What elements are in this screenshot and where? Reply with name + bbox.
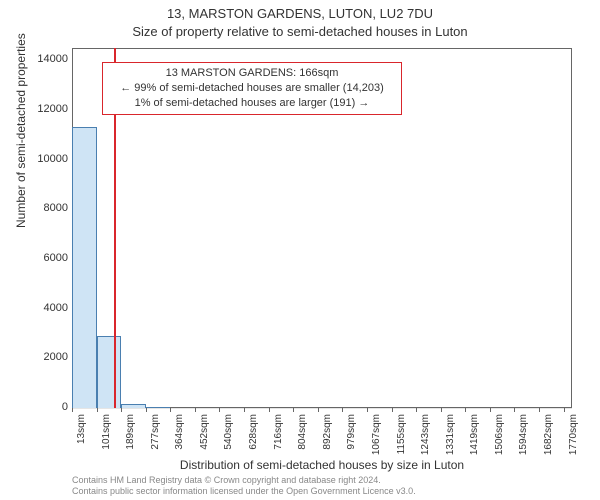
histogram-bar [97,336,122,408]
y-tick-label: 8000 [8,202,68,214]
x-tick-label: 979sqm [346,414,357,464]
y-tick-label: 10000 [8,153,68,165]
y-tick-label: 0 [8,401,68,413]
histogram-bar [72,127,97,408]
callout-larger: 1% of semi-detached houses are larger (1… [109,96,395,111]
x-tick-label: 1331sqm [445,414,456,464]
x-tick [72,408,73,412]
x-tick [97,408,98,412]
x-tick [269,408,270,412]
x-tick [465,408,466,412]
gridline [72,408,572,409]
x-tick [170,408,171,412]
x-tick [416,408,417,412]
marker-callout: 13 MARSTON GARDENS: 166sqm ← 99% of semi… [102,62,402,115]
x-tick [219,408,220,412]
x-tick-label: 101sqm [101,414,112,464]
footer-attribution: Contains HM Land Registry data © Crown c… [72,475,416,497]
axis-line-top [72,48,572,49]
x-tick-label: 1419sqm [469,414,480,464]
histogram-bar [146,407,170,408]
y-tick-label: 14000 [8,53,68,65]
x-tick [318,408,319,412]
x-tick [539,408,540,412]
x-tick-label: 13sqm [76,414,87,464]
x-tick-label: 452sqm [199,414,210,464]
x-tick-label: 189sqm [125,414,136,464]
x-tick-label: 716sqm [273,414,284,464]
x-tick-label: 1506sqm [494,414,505,464]
x-tick-label: 1594sqm [518,414,529,464]
chart-container: 13, MARSTON GARDENS, LUTON, LU2 7DU Size… [0,0,600,500]
y-tick-label: 2000 [8,351,68,363]
x-axis-title: Distribution of semi-detached houses by … [72,458,572,472]
x-tick [514,408,515,412]
x-tick-label: 628sqm [248,414,259,464]
x-tick [121,408,122,412]
y-tick-label: 4000 [8,302,68,314]
histogram-bar [121,404,146,408]
chart-title-address: 13, MARSTON GARDENS, LUTON, LU2 7DU [0,6,600,21]
axis-line-right [571,48,572,408]
x-tick [367,408,368,412]
x-tick-label: 1243sqm [420,414,431,464]
x-tick [342,408,343,412]
y-tick-label: 12000 [8,103,68,115]
x-tick [195,408,196,412]
x-tick [564,408,565,412]
footer-line2: Contains public sector information licen… [72,486,416,497]
chart-title-subtitle: Size of property relative to semi-detach… [0,24,600,39]
plot-area: 02000400060008000100001200014000 13 MARS… [72,48,572,408]
x-tick [392,408,393,412]
x-tick [146,408,147,412]
footer-line1: Contains HM Land Registry data © Crown c… [72,475,416,486]
x-tick-label: 364sqm [174,414,185,464]
x-tick-label: 1067sqm [371,414,382,464]
x-tick-label: 277sqm [150,414,161,464]
x-tick-label: 1770sqm [568,414,579,464]
x-tick [490,408,491,412]
x-tick [244,408,245,412]
x-tick [293,408,294,412]
callout-title: 13 MARSTON GARDENS: 166sqm [109,66,395,81]
x-tick-label: 1155sqm [396,414,407,464]
x-tick-label: 540sqm [223,414,234,464]
x-tick-label: 804sqm [297,414,308,464]
callout-smaller: ← 99% of semi-detached houses are smalle… [109,81,395,96]
x-tick-label: 1682sqm [543,414,554,464]
y-tick-label: 6000 [8,252,68,264]
x-tick [441,408,442,412]
x-tick-label: 892sqm [322,414,333,464]
